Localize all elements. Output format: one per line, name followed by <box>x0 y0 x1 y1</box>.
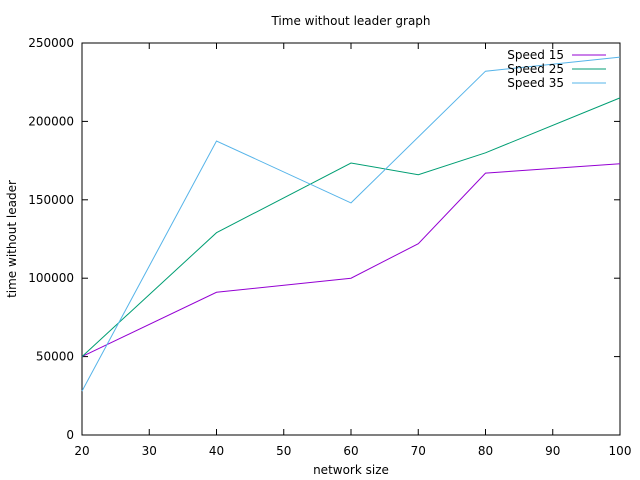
x-tick-label: 40 <box>209 444 224 458</box>
axis-ticks: 20 30 40 50 60 70 80 90 100 0 50000 100000 150000 200… <box>28 36 631 458</box>
plot-frame <box>81 42 621 436</box>
series-line-3 <box>81 56 621 392</box>
series-line-1 <box>81 163 621 358</box>
x-tick-label: 60 <box>343 444 358 458</box>
x-tick-label: 80 <box>478 444 493 458</box>
series-line-2 <box>81 97 621 357</box>
x-tick-label: 20 <box>74 444 89 458</box>
series-lines <box>81 56 621 392</box>
y-axis-title: time without leader <box>5 180 19 298</box>
chart-title: Time without leader graph <box>270 14 430 28</box>
x-tick-label: 100 <box>609 444 632 458</box>
y-tick-label: 50000 <box>36 350 74 364</box>
y-tick-label: 150000 <box>28 193 74 207</box>
legend-label: Speed 25 <box>507 62 564 76</box>
legend-label: Speed 35 <box>507 76 564 90</box>
legend-label: Speed 15 <box>507 48 564 62</box>
x-tick-label: 70 <box>411 444 426 458</box>
x-tick-label: 90 <box>545 444 560 458</box>
y-tick-label: 200000 <box>28 114 74 128</box>
x-axis-title: network size <box>313 463 389 477</box>
y-tick-label: 250000 <box>28 36 74 50</box>
x-tick-label: 50 <box>276 444 291 458</box>
y-tick-label: 100000 <box>28 271 74 285</box>
y-tick-label: 0 <box>66 428 74 442</box>
x-tick-label: 30 <box>142 444 157 458</box>
